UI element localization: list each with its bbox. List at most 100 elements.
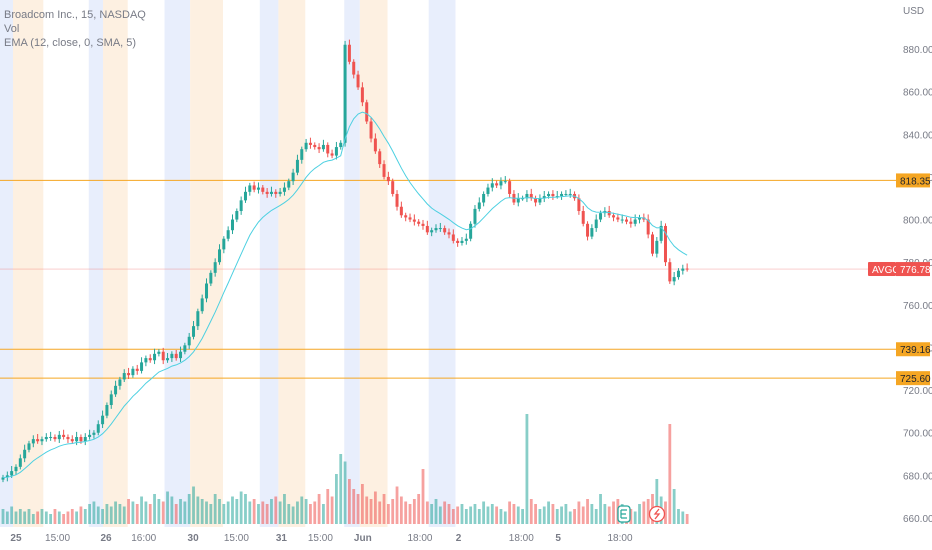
volume-bar <box>495 506 499 524</box>
volume-bar <box>53 509 57 524</box>
volume-bar <box>118 504 122 524</box>
chart-legend: Broadcom Inc., 15, NASDAQ Vol EMA (12, c… <box>4 8 146 50</box>
candle <box>321 139 325 152</box>
volume-legend[interactable]: Vol <box>4 23 20 35</box>
candle <box>183 342 187 355</box>
volume-bar <box>672 489 676 524</box>
time-axis[interactable]: 25 15:00 26 16:00 30 15:00 31 15:00 Jun 18:00 2 18:… <box>10 533 633 544</box>
candle <box>529 188 533 201</box>
price-tick-label: 880.00 <box>903 45 932 56</box>
candle-body <box>663 225 667 263</box>
candle <box>96 420 100 436</box>
level-tag: 818.35 <box>896 173 931 188</box>
event-markers[interactable] <box>617 505 666 523</box>
candle-body <box>66 436 70 440</box>
candle <box>334 141 338 160</box>
candle <box>27 440 31 453</box>
candle-body <box>594 219 598 229</box>
candle-body <box>23 449 27 459</box>
candle <box>282 182 286 196</box>
volume-bar <box>642 501 646 524</box>
candle-body <box>534 198 538 203</box>
candle-body <box>148 358 152 361</box>
volume-bar <box>70 509 74 524</box>
volume-bar <box>456 506 460 524</box>
candle <box>620 214 624 224</box>
candle-body <box>581 211 585 224</box>
candle-body <box>144 358 148 363</box>
volume-bar <box>330 496 334 524</box>
volume-bar <box>603 504 607 524</box>
candle <box>672 271 676 286</box>
candle <box>144 355 148 367</box>
candle <box>590 224 594 240</box>
candle-body <box>291 172 295 182</box>
candle <box>490 178 494 192</box>
volume-bar <box>638 504 641 524</box>
volume-bar <box>96 506 100 524</box>
candle-body <box>599 213 603 220</box>
volume-bar <box>36 511 40 524</box>
candle-body <box>109 394 113 406</box>
candle-body <box>668 262 672 282</box>
candle <box>304 138 308 152</box>
volume-bar <box>586 499 589 524</box>
volume-bar <box>1 509 5 524</box>
volume-bar <box>148 504 152 524</box>
candle-body <box>1 477 5 480</box>
candle-body <box>681 268 685 271</box>
volume-bar <box>508 501 512 524</box>
horizontal-levels[interactable] <box>0 179 896 379</box>
candle <box>542 190 546 203</box>
time-tick-label: 15:00 <box>224 533 249 544</box>
candle <box>92 430 96 439</box>
volume-bar <box>525 414 529 524</box>
symbol-tag-text: AVGO <box>872 265 900 276</box>
volume-bar <box>464 509 468 524</box>
volume-bar <box>274 496 278 524</box>
candle-body <box>590 228 594 237</box>
candle-body <box>40 439 44 442</box>
candle-body <box>655 240 659 254</box>
ema-legend[interactable]: EMA (12, close, 0, SMA, 5) <box>4 37 137 49</box>
candle <box>378 148 382 168</box>
candle <box>365 99 369 125</box>
volume-bar <box>170 496 174 524</box>
candle <box>23 444 27 463</box>
candle <box>44 433 48 442</box>
volume-bar <box>109 506 113 524</box>
candle <box>646 214 650 239</box>
candle <box>534 195 538 207</box>
volume-bar <box>542 506 546 524</box>
volume-bar <box>127 499 130 524</box>
candle-body <box>477 202 481 209</box>
candle-body <box>685 268 689 270</box>
candle-body <box>235 211 239 220</box>
candle-body <box>495 183 499 186</box>
time-tick-label: 15:00 <box>308 533 333 544</box>
candle-body <box>659 225 663 241</box>
candle-body <box>399 206 403 216</box>
level-tag-box <box>896 342 930 357</box>
candle-body <box>295 159 299 173</box>
candle <box>153 348 157 365</box>
candle <box>425 220 429 235</box>
candle-body <box>313 144 317 148</box>
candle-body <box>633 219 637 224</box>
candle <box>577 194 581 215</box>
volume-bar <box>231 496 234 524</box>
volume-bar <box>23 511 27 524</box>
candle <box>265 187 269 198</box>
volume-bar <box>296 501 299 524</box>
candle-body <box>205 283 209 299</box>
volume-bar <box>668 424 672 524</box>
candle-body <box>140 362 144 371</box>
candle-body <box>503 181 507 183</box>
volume-bar <box>57 511 61 524</box>
symbol-title[interactable]: Broadcom Inc., 15, NASDAQ <box>4 9 146 21</box>
candle <box>135 364 139 375</box>
time-tick-label: 30 <box>188 533 200 544</box>
candle <box>495 180 499 188</box>
candlesticks[interactable] <box>1 39 689 483</box>
